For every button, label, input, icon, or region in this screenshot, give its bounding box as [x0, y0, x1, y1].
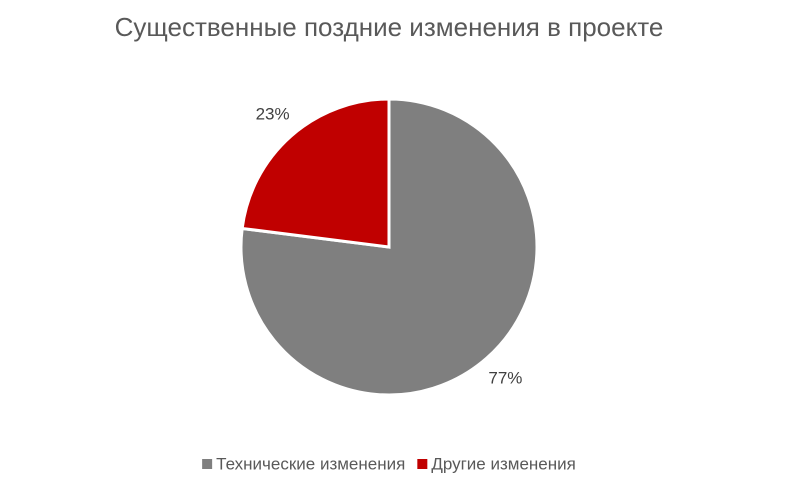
data-label: 23%: [256, 104, 290, 123]
pie-slice: [240, 97, 391, 249]
data-label: 77%: [488, 369, 522, 388]
legend-swatch: [417, 459, 428, 469]
legend-swatch: [202, 459, 213, 469]
legend-label: Другие изменения: [431, 454, 576, 473]
chart-title: Существенные поздние изменения в проекте: [115, 12, 664, 42]
legend-label: Технические изменения: [216, 454, 405, 473]
